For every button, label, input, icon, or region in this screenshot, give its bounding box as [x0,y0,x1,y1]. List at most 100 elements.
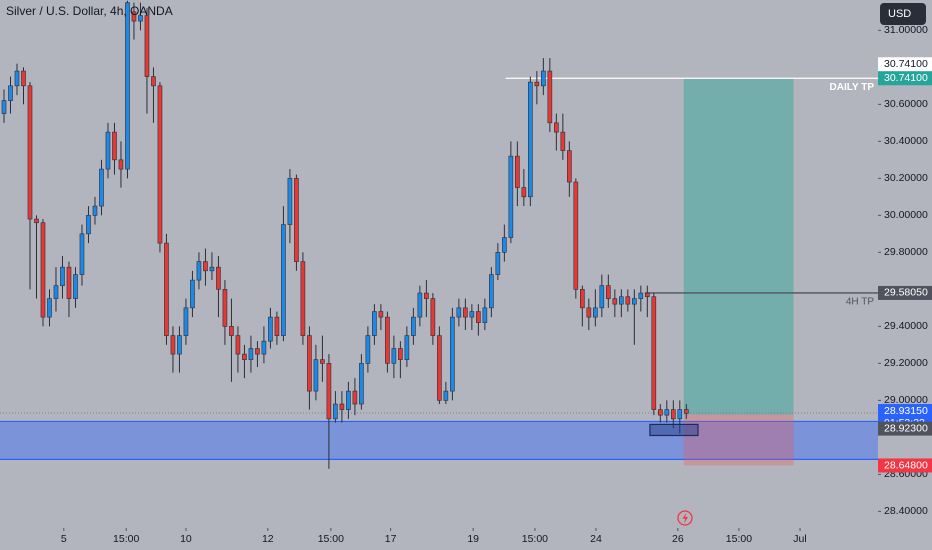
candle-body [508,155,514,238]
candle-body [261,340,267,355]
candle-body [625,296,631,305]
x-tick-label: 12 [262,533,274,545]
y-tick-label: 29.20000 [884,357,928,369]
candle-body [554,122,559,133]
candle-body [424,292,429,299]
level-text: DAILY TP [830,82,875,93]
chart-title: Silver / U.S. Dollar, 4h, OANDA [6,4,173,18]
y-tick-label: 28.40000 [884,505,928,517]
support-zone [0,421,878,460]
replay-icon[interactable] [677,510,693,526]
candle-body [365,335,371,364]
currency-button-bg[interactable] [880,3,926,25]
candle-body [606,285,611,299]
candle-body [300,261,306,336]
level-label-bg [878,285,932,300]
candle-body [683,409,689,414]
candle-body [482,307,488,323]
x-tick-label: 26 [672,533,684,545]
x-tick-label: 5 [61,533,67,545]
candle-body [8,85,13,101]
y-tick-label: 30.20000 [884,172,928,184]
y-tick-label: 29.00000 [884,394,928,406]
candle-body [632,298,637,305]
x-tick-label: 17 [385,533,397,545]
candle-body [521,187,527,198]
candle-body [203,261,208,272]
candle-body [73,274,78,299]
candle-body [281,224,286,336]
candle-body [352,390,358,405]
currency-button[interactable]: USD [880,3,926,25]
candle-body [313,359,319,392]
candle-body [651,296,657,410]
candle-body [326,363,332,420]
candle-body [489,274,494,309]
candle-body [612,298,618,305]
candle-body [664,409,670,416]
candle-body [443,390,449,401]
y-tick-label: 30.00000 [884,209,928,221]
candle-body [677,409,683,420]
candle-body [255,348,260,355]
candle-body [528,81,533,198]
currency-label[interactable]: USD [888,8,911,20]
y-tick-label: 30.60000 [884,98,928,110]
candle-body [404,335,410,360]
candle-body [170,335,176,355]
entry-label-bg [878,421,932,436]
candle-body [222,289,228,327]
candle-body [21,70,26,87]
candle-body [541,70,546,87]
candle-body [378,311,384,318]
x-tick-label: 24 [590,533,602,545]
candle-body [92,205,98,216]
candle-body [14,70,20,87]
candle-body [547,70,553,124]
candle-body [502,237,507,253]
y-tick-label: 31.00000 [884,24,928,36]
candle-body [112,131,117,161]
x-tick-label: Jul [793,533,806,545]
candle-body [450,316,455,392]
stop-label: 28.64800 [884,459,928,471]
icon-bolt[interactable] [682,512,689,524]
x-tick-label: 15:00 [522,533,548,545]
candle-body [573,181,579,290]
y-tick-label: 29.40000 [884,320,928,332]
target-label: 30.74100 [884,72,928,84]
candle-body [599,285,605,309]
candle-body [476,311,481,323]
candle-body [580,289,585,309]
candle-body [242,353,247,360]
candle-body [294,178,299,262]
candle-body [307,335,312,392]
icon-circle[interactable] [677,510,693,526]
candle-body [320,359,325,364]
plot-area [0,0,878,469]
candle-body [86,215,91,235]
candle-body [144,15,150,77]
candle-body [430,298,436,336]
candle-body [372,311,377,336]
candle-body [53,285,59,299]
x-tick-label: 15:00 [318,533,344,545]
candle-body [40,222,46,318]
candle-body [274,316,280,336]
candle-body [346,390,351,410]
candle-body [268,316,273,342]
level-label: 29.58050 [884,287,928,299]
candle-body [560,131,566,151]
candle-body [638,292,644,299]
candle-body [359,363,364,405]
candle-body [417,292,423,318]
candle-body [391,348,397,364]
candle-body [593,307,598,318]
candle-body [131,11,137,22]
x-tick-label: 15:00 [726,533,752,545]
y-tick-label: 29.80000 [884,246,928,258]
candle-body [534,81,540,87]
candle-body [339,403,345,410]
candle-body [645,292,650,298]
